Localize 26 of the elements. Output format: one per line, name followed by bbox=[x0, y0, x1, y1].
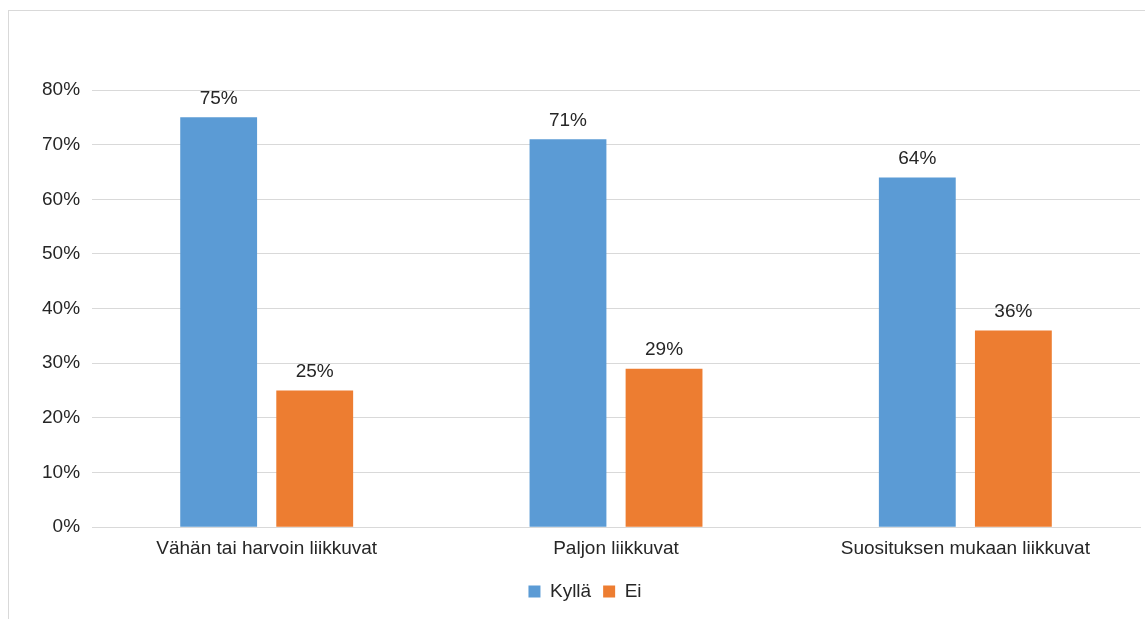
x-tick-label: Vähän tai harvoin liikkuvat bbox=[156, 536, 378, 558]
y-tick-label: 80% bbox=[42, 78, 81, 100]
y-tick-label: 40% bbox=[42, 296, 81, 318]
y-tick-label: 20% bbox=[42, 406, 81, 428]
x-tick-label: Suosituksen mukaan liikkuvat bbox=[840, 536, 1091, 558]
data-label: 75% bbox=[199, 87, 238, 109]
bar bbox=[529, 139, 607, 527]
y-tick-label: 50% bbox=[42, 242, 81, 264]
data-label: 36% bbox=[994, 300, 1033, 322]
x-tick-label: Paljon liikkuvat bbox=[553, 536, 680, 558]
y-tick-label: 30% bbox=[42, 351, 81, 373]
bar bbox=[974, 330, 1052, 527]
data-label: 64% bbox=[898, 147, 937, 169]
y-tick-label: 10% bbox=[42, 460, 81, 482]
data-label: 71% bbox=[548, 108, 588, 130]
y-tick-label: 60% bbox=[42, 187, 81, 209]
y-tick-label: 0% bbox=[52, 515, 81, 537]
y-tick-label: 70% bbox=[42, 132, 81, 154]
data-label: 29% bbox=[645, 338, 684, 360]
legend-label: Ei bbox=[624, 579, 642, 601]
bar bbox=[276, 390, 354, 527]
legend-label: Kyllä bbox=[549, 579, 592, 601]
bar bbox=[878, 177, 956, 527]
data-label: 25% bbox=[295, 360, 334, 382]
bar bbox=[180, 117, 258, 527]
bar bbox=[625, 368, 703, 527]
